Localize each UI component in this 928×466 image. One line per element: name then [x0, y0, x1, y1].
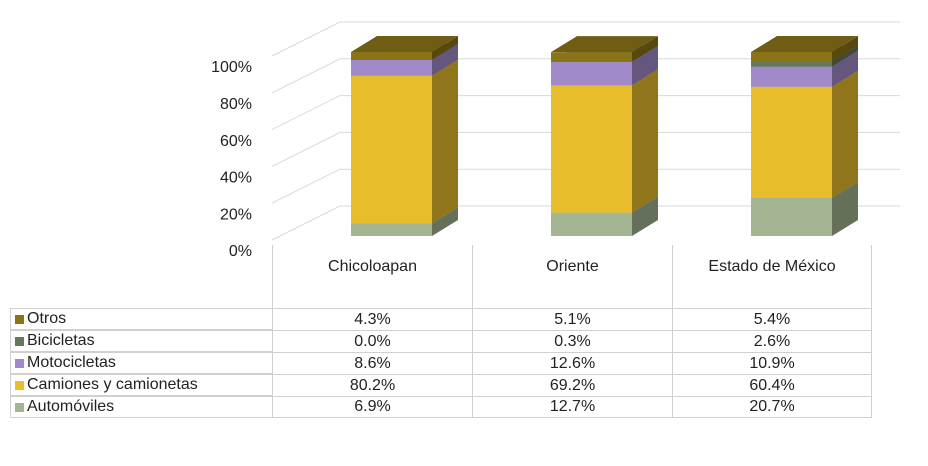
bar-side [432, 36, 458, 60]
bar-top [751, 36, 858, 52]
category-label: Chicoloapan [272, 245, 472, 308]
bar-side [432, 207, 458, 236]
grid-line [271, 21, 900, 57]
grid-line [271, 205, 900, 241]
y-tick-label: 80% [220, 96, 252, 113]
bar [351, 59, 432, 76]
bar [551, 52, 632, 62]
bar [551, 62, 632, 86]
data-label: 60.4% [672, 374, 872, 396]
bar [751, 66, 832, 87]
data-label: 12.7% [472, 396, 672, 418]
y-tick-label: 0% [229, 243, 252, 260]
bar-side [832, 36, 858, 62]
legend-row: Camiones y camionetas [10, 374, 272, 396]
data-label: 8.6% [272, 352, 472, 374]
y-tick-label: 100% [211, 59, 252, 76]
bar [351, 52, 432, 60]
legend-row: Automóviles [10, 396, 272, 418]
legend-label: Motocicletas [27, 354, 116, 371]
bar [551, 212, 632, 236]
bar [551, 85, 632, 213]
legend-label: Automóviles [27, 398, 115, 415]
bar-side [632, 45, 658, 63]
data-label: 69.2% [472, 374, 672, 396]
bar [751, 52, 832, 62]
bar-side [632, 36, 658, 62]
grid-line [271, 168, 900, 204]
bar-side [632, 196, 658, 236]
bar-top [351, 36, 458, 52]
y-tick-label: 20% [220, 206, 252, 223]
bar-side [432, 43, 458, 76]
bar-side [632, 69, 658, 213]
category-label: Estado de México [672, 245, 872, 308]
legend-row: Bicicletas [10, 330, 272, 352]
data-label: 2.6% [672, 330, 872, 352]
data-label: 0.3% [472, 330, 672, 352]
grid-line [271, 131, 900, 167]
data-label: 4.3% [272, 308, 472, 330]
bar-top [551, 36, 658, 53]
y-tick-label: 60% [220, 133, 252, 150]
data-label: 6.9% [272, 396, 472, 418]
bar-side [832, 50, 858, 87]
legend-label: Otros [27, 310, 67, 327]
legend-key [15, 336, 24, 346]
bar [351, 75, 432, 224]
data-label: 0.0% [272, 330, 472, 352]
legend-key [15, 402, 24, 412]
bar-side [832, 70, 858, 198]
data-label: 80.2% [272, 374, 472, 396]
legend-label: Camiones y camionetas [27, 376, 198, 393]
data-label: 20.7% [672, 396, 872, 418]
bar [751, 61, 832, 67]
bar-side [432, 59, 458, 224]
bar-side [832, 181, 858, 236]
legend-key [15, 358, 24, 368]
category-label: Oriente [472, 245, 672, 308]
legend-row: Otros [10, 308, 272, 330]
legend-key [15, 314, 24, 324]
bar-side [632, 46, 658, 86]
bar [751, 197, 832, 236]
legend-key [15, 380, 24, 390]
legend-row: Motocicletas [10, 352, 272, 374]
data-label: 10.9% [672, 352, 872, 374]
bar-side [832, 45, 858, 67]
grid-line [271, 95, 900, 131]
legend-label: Bicicletas [27, 332, 95, 349]
data-label: 12.6% [472, 352, 672, 374]
grid-line [271, 58, 900, 94]
bar [551, 61, 632, 63]
data-label: 5.4% [672, 308, 872, 330]
y-tick-label: 40% [220, 170, 252, 187]
data-label: 5.1% [472, 308, 672, 330]
bar [751, 86, 832, 198]
bar [351, 223, 432, 236]
